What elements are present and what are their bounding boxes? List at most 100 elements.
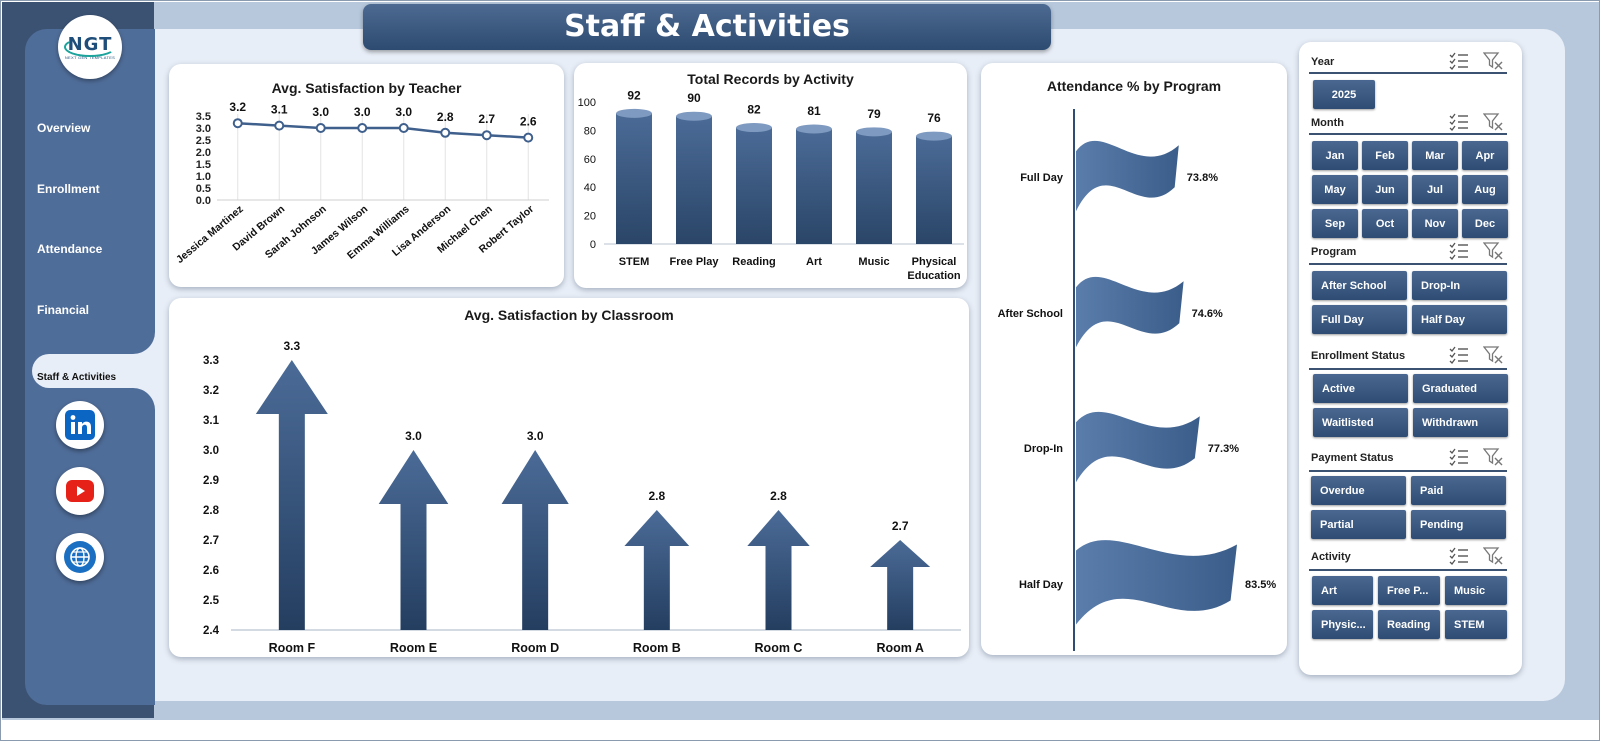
x-tick-label: Room B: [633, 641, 681, 655]
slicer-toolbar: [1449, 547, 1503, 570]
nav-staff-activities[interactable]: Staff & Activities: [37, 372, 117, 383]
x-tick-label: Room A: [876, 641, 923, 655]
data-label: 3.0: [312, 105, 329, 119]
data-point: [398, 123, 409, 133]
multi-select-icon[interactable]: [1449, 547, 1469, 570]
nav-financial[interactable]: Financial: [37, 303, 90, 317]
slicer-activity-item[interactable]: Reading: [1378, 610, 1440, 639]
slicer-activity-item[interactable]: STEM: [1445, 610, 1507, 639]
x-tick-label: Room D: [511, 641, 559, 655]
clear-filter-icon[interactable]: [1482, 448, 1503, 471]
data-label: 3.0: [354, 105, 371, 119]
slicer-month-item[interactable]: Mar: [1412, 141, 1458, 170]
slicer-month-item[interactable]: Feb: [1362, 141, 1408, 170]
clear-filter-icon[interactable]: [1482, 242, 1503, 265]
y-tick-label: 2.0: [196, 147, 211, 159]
slicer-month-item[interactable]: Aug: [1462, 175, 1508, 204]
slicer-month-item[interactable]: Jul: [1412, 175, 1458, 204]
y-tick-label: 3.3: [203, 355, 219, 367]
data-point: [481, 130, 492, 141]
clear-filter-icon[interactable]: [1482, 547, 1503, 570]
slicer-month-item[interactable]: May: [1312, 175, 1358, 204]
x-tick-label: Room F: [269, 641, 316, 655]
data-label: 77.3%: [1208, 443, 1239, 455]
slicer-month-item[interactable]: Nov: [1412, 209, 1458, 238]
data-label: 76: [927, 111, 941, 125]
clear-filter-icon[interactable]: [1482, 52, 1503, 75]
slicer-divider: [1309, 470, 1507, 472]
x-tick-label: Free Play: [670, 256, 720, 268]
slicer-activity-item[interactable]: Art: [1312, 576, 1373, 605]
arrow-bar: [624, 510, 690, 630]
slicer-program-item[interactable]: Half Day: [1412, 305, 1507, 334]
slicer-month-item[interactable]: Jan: [1312, 141, 1358, 170]
nav-active-curve: [125, 328, 155, 354]
slicer-payment-status-item[interactable]: Overdue: [1311, 476, 1406, 505]
slicer-activity-item[interactable]: Physic...: [1312, 610, 1373, 639]
slicer-program-item[interactable]: Full Day: [1312, 305, 1407, 334]
data-label: 81: [807, 104, 821, 118]
logo-swoosh: [64, 37, 116, 57]
slicer-program-item[interactable]: Drop-In: [1412, 271, 1507, 300]
slicer-month-label: Month: [1311, 117, 1344, 129]
y-tick-label: 3.0: [203, 445, 219, 457]
slicer-month-item[interactable]: Sep: [1312, 209, 1358, 238]
multi-select-icon[interactable]: [1449, 52, 1469, 75]
slicer-month-item[interactable]: Dec: [1462, 209, 1508, 238]
data-point: [440, 127, 451, 138]
linkedin-icon: [65, 410, 95, 440]
bar: [616, 113, 652, 244]
arrow-bar: [747, 510, 810, 630]
slicer-year-item[interactable]: 2025: [1313, 80, 1375, 109]
program-chart-card: Attendance % by Program Full Day 73.8% Aft…: [981, 63, 1287, 655]
slicer-enrollment-status-item[interactable]: Active: [1313, 374, 1408, 403]
multi-select-icon[interactable]: [1449, 448, 1469, 471]
slicer-payment-status-item[interactable]: Pending: [1411, 510, 1506, 539]
y-tick-label: 2.6: [203, 565, 219, 577]
clear-filter-icon[interactable]: [1482, 113, 1503, 136]
slicer-toolbar: [1449, 52, 1503, 75]
program-flag-chart: Full Day 73.8% After School 74.6% Drop-In 77.…: [998, 109, 1276, 651]
bar-top: [796, 124, 832, 134]
y-tick-label: 80: [584, 125, 596, 137]
slicer-activity-item[interactable]: Music: [1445, 576, 1507, 605]
multi-select-icon[interactable]: [1449, 113, 1469, 136]
slicer-program-item[interactable]: After School: [1312, 271, 1407, 300]
clear-filter-icon[interactable]: [1482, 346, 1503, 369]
y-tick-label: 1.0: [196, 171, 211, 183]
youtube-button[interactable]: [56, 467, 104, 515]
multi-select-icon[interactable]: [1449, 242, 1469, 265]
slicer-month-item[interactable]: Oct: [1362, 209, 1408, 238]
slicer-enrollment-status-item[interactable]: Graduated: [1413, 374, 1508, 403]
data-label: 83.5%: [1245, 579, 1276, 591]
y-tick-label: 3.0: [196, 123, 211, 135]
slicer-month-item[interactable]: Jun: [1362, 175, 1408, 204]
nav-active-tab[interactable]: [32, 354, 155, 388]
slicer-month-item[interactable]: Apr: [1462, 141, 1508, 170]
slicer-enrollment-status-item[interactable]: Withdrawn: [1413, 408, 1508, 437]
website-button[interactable]: [56, 533, 104, 581]
slicer-payment-status-item[interactable]: Paid: [1411, 476, 1506, 505]
slicer-payment-status-item[interactable]: Partial: [1311, 510, 1406, 539]
x-tick-label: Education: [907, 270, 960, 282]
linkedin-button[interactable]: [56, 401, 104, 449]
nav-enrollment[interactable]: Enrollment: [37, 182, 100, 196]
nav-attendance[interactable]: Attendance: [37, 242, 103, 256]
slicer-divider: [1309, 569, 1507, 571]
x-tick-label: Jessica Martinez: [174, 203, 246, 266]
slicer-activity-item[interactable]: Free P...: [1378, 576, 1440, 605]
y-tick-label: 40: [584, 182, 596, 194]
nav-overview[interactable]: Overview: [37, 121, 91, 135]
data-label: 3.0: [395, 105, 412, 119]
y-tick-label: 0.5: [196, 183, 211, 195]
y-tick-label: 3.5: [196, 111, 211, 123]
flag-bar: [1076, 411, 1200, 483]
teacher-chart-card: Avg. Satisfaction by Teacher 3.5 3.0 2.5 2.…: [169, 64, 564, 287]
slicer-enrollment-status-item[interactable]: Waitlisted: [1313, 408, 1408, 437]
multi-select-icon[interactable]: [1449, 346, 1469, 369]
slicer-divider: [1309, 368, 1507, 370]
y-tick-label: 20: [584, 211, 596, 223]
slicer-divider: [1309, 72, 1507, 74]
